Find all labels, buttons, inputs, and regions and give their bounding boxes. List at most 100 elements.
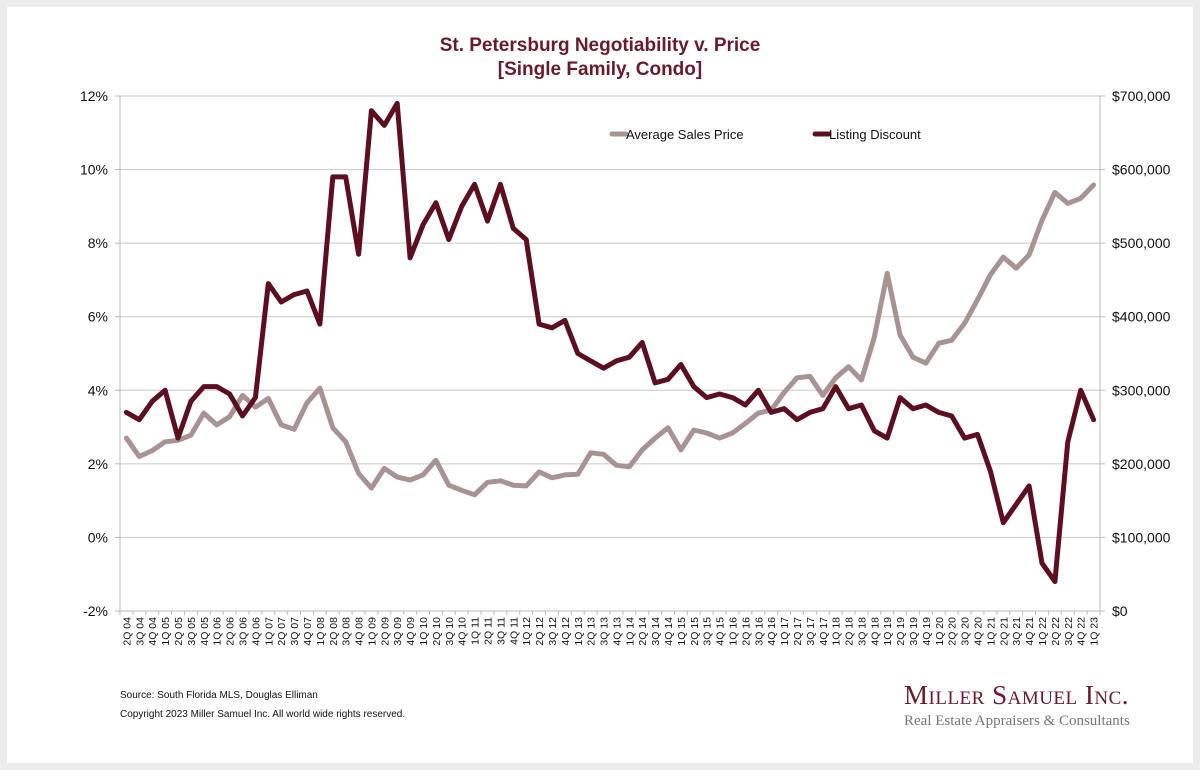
x-tick-label: 2Q 11 — [483, 617, 495, 645]
x-tick-label: 3Q 13 — [599, 617, 611, 646]
gridlines — [120, 95, 1100, 538]
x-tick-label: 3Q 10 — [444, 617, 456, 646]
x-tick-label: 4Q 16 — [766, 617, 778, 646]
left-tick-label: 8% — [88, 235, 108, 251]
x-tick-label: 1Q 19 — [882, 617, 894, 646]
x-tick-label: 4Q 18 — [869, 617, 881, 646]
x-tick-label: 3Q 21 — [1011, 617, 1023, 646]
left-tick-label: 2% — [88, 456, 108, 472]
x-tick-label: 2Q 04 — [121, 617, 133, 646]
x-tick-label: 1Q 16 — [728, 617, 740, 646]
x-tick-label: 1Q 17 — [779, 617, 791, 646]
x-tick-label: 3Q 16 — [753, 617, 765, 646]
right-tick-label: $100,000 — [1112, 529, 1171, 545]
x-tick-label: 4Q 07 — [302, 617, 314, 646]
x-tick-label: 4Q 09 — [405, 617, 417, 646]
series — [123, 100, 1097, 585]
legend: Average Sales Price Listing Discount — [609, 127, 921, 142]
x-tick-label: 1Q 11 — [470, 617, 482, 645]
x-tick-label: 3Q 08 — [341, 617, 353, 646]
x-tick-label: 1Q 20 — [934, 617, 946, 646]
x-tick-label: 3Q 20 — [960, 617, 972, 646]
x-tick-label: 4Q 08 — [354, 617, 366, 646]
x-tick-label: 1Q 15 — [676, 617, 688, 646]
x-tick-label: 4Q 04 — [147, 617, 159, 646]
x-tick-label: 3Q 14 — [650, 617, 662, 646]
x-tick-label: 4Q 15 — [715, 617, 727, 646]
x-tick-label: 1Q 09 — [366, 617, 378, 646]
x-tick-label: 4Q 17 — [818, 617, 830, 646]
legend-label-average-sales-price: Average Sales Price — [626, 127, 744, 142]
x-tick-label: 1Q 13 — [573, 617, 585, 646]
x-tick-label: 2Q 17 — [792, 617, 804, 646]
x-tick-label: 3Q 18 — [856, 617, 868, 646]
company-tagline: Real Estate Appraisers & Consultants — [904, 713, 1130, 729]
x-tick-label: 3Q 11 — [495, 617, 507, 645]
x-tick-label: 3Q 07 — [289, 617, 301, 646]
x-tick-label: 3Q 19 — [908, 617, 920, 646]
x-tick-label: 4Q 14 — [663, 617, 675, 646]
x-tick-label: 2Q 10 — [431, 617, 443, 646]
x-tick-label: 2Q 19 — [895, 617, 907, 646]
x-tick-label: 4Q 05 — [199, 617, 211, 646]
x-tick-label: 3Q 22 — [1063, 617, 1075, 646]
x-tick-label: 3Q 06 — [238, 617, 250, 646]
source-note: Source: South Florida MLS, Douglas Ellim… — [120, 690, 318, 701]
x-tick-label: 3Q 09 — [392, 617, 404, 646]
x-tick-label: 1Q 23 — [1089, 617, 1101, 646]
x-tick-label: 4Q 12 — [560, 617, 572, 646]
legend-label-listing-discount: Listing Discount — [829, 127, 921, 142]
x-tick-label: 2Q 21 — [998, 617, 1010, 646]
x-tick-label: 2Q 13 — [586, 617, 598, 646]
x-tick-label: 3Q 04 — [134, 617, 146, 646]
x-tick-label: 2Q 06 — [225, 617, 237, 646]
x-tick-label: 1Q 05 — [160, 617, 172, 646]
chart-title: St. Petersburg Negotiability v. Price — [439, 35, 761, 56]
left-tick-label: 0% — [88, 529, 108, 545]
x-tick-label: 2Q 08 — [328, 617, 340, 646]
right-tick-label: $200,000 — [1112, 456, 1171, 472]
right-tick-label: $700,000 — [1112, 88, 1171, 104]
x-tick-label: 4Q 10 — [457, 617, 469, 646]
x-tick-label: 1Q 21 — [985, 617, 997, 646]
x-tick-label: 4Q 22 — [1076, 617, 1088, 646]
x-tick-label: 2Q 14 — [637, 617, 649, 646]
x-tick-label: 4Q 20 — [973, 617, 985, 646]
right-tick-label: $500,000 — [1112, 235, 1171, 251]
x-tick-label: 1Q 22 — [1037, 617, 1049, 646]
x-tick-label: 2Q 12 — [534, 617, 546, 646]
left-tick-label: 4% — [88, 382, 108, 398]
x-tick-label: 3Q 12 — [547, 617, 559, 646]
x-tick-label: 4Q 11 — [508, 617, 520, 645]
left-tick-label: 6% — [88, 309, 108, 325]
chart-subtitle: [Single Family, Condo] — [497, 59, 703, 80]
x-tick-label: 1Q 07 — [263, 617, 275, 646]
x-tick-label: 2Q 09 — [379, 617, 391, 646]
copyright-note: Copyright 2023 Miller Samuel Inc. All wo… — [120, 709, 406, 720]
left-tick-label: -2% — [83, 603, 108, 619]
x-tick-label: 2Q 22 — [1050, 617, 1062, 646]
x-tick-label: 2Q 07 — [276, 617, 288, 646]
x-tick-label: 1Q 18 — [831, 617, 843, 646]
x-tick-label: 2Q 20 — [947, 617, 959, 646]
x-tick-label: 1Q 06 — [212, 617, 224, 646]
x-tick-label: 3Q 05 — [186, 617, 198, 646]
right-tick-label: $0 — [1112, 603, 1128, 619]
x-tick-label: 2Q 18 — [844, 617, 856, 646]
x-tick-label: 2Q 05 — [173, 617, 185, 646]
x-tick-label: 4Q 13 — [611, 617, 623, 646]
x-tick-label: 4Q 19 — [921, 617, 933, 646]
x-tick-label: 1Q 12 — [521, 617, 533, 646]
x-tick-label: 1Q 08 — [315, 617, 327, 646]
x-tick-label: 2Q 16 — [740, 617, 752, 646]
x-tick-label: 4Q 06 — [250, 617, 262, 646]
left-tick-label: 12% — [80, 88, 108, 104]
series-line-listing-discount — [123, 100, 1097, 585]
company-logo: Miller Samuel Inc. — [904, 680, 1130, 710]
series-line-average-sales-price — [123, 182, 1097, 498]
axes: -2% 0% 2% 4% 6% 8% 10% 12% $0 $100,000 $200,000 $30… — [80, 88, 1171, 646]
x-tick-label: 1Q 14 — [624, 617, 636, 646]
right-tick-label: $600,000 — [1112, 162, 1171, 178]
right-tick-label: $300,000 — [1112, 382, 1171, 398]
